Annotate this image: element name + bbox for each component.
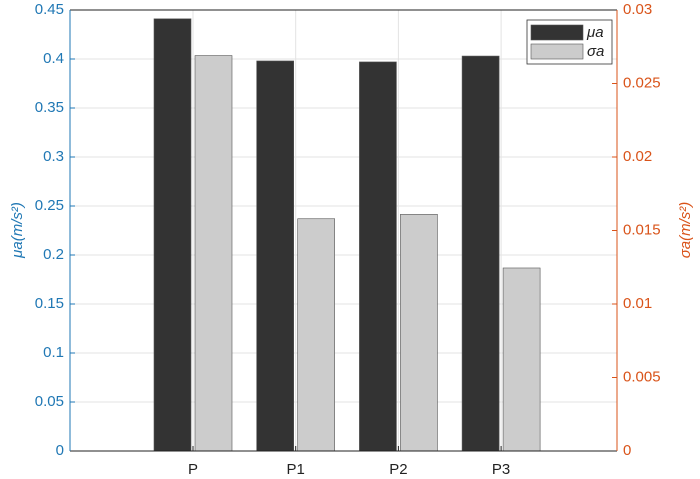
y-tick-label: 0.35 — [35, 99, 64, 116]
legend-label: μa — [586, 24, 604, 41]
bar — [502, 267, 541, 452]
x-tick-label: P2 — [389, 461, 407, 478]
y-tick-label: 0.15 — [35, 295, 64, 312]
y-tick-label: 0.2 — [43, 246, 64, 263]
y-tick-label: 0.25 — [35, 197, 64, 214]
y-tick-label: 0.4 — [43, 50, 64, 67]
bar — [400, 214, 438, 452]
y-tick-label: 0 — [56, 442, 64, 459]
y2-tick-label: 0.005 — [623, 368, 661, 385]
y-tick-label: 0.1 — [43, 344, 64, 361]
y2-axis-label: σa(m/s²) — [677, 202, 694, 259]
y-tick-label: 0.05 — [35, 393, 64, 410]
bar — [256, 60, 295, 452]
y2-tick-label: 0.01 — [623, 295, 652, 312]
legend-swatch — [530, 24, 584, 41]
bar — [297, 218, 336, 452]
bar — [153, 18, 192, 452]
y-axis-label: μa(m/s²) — [9, 202, 26, 259]
legend-label: σa — [587, 43, 604, 60]
x-tick-label: P3 — [492, 461, 510, 478]
y-tick-label: 0.3 — [43, 148, 64, 165]
bar — [461, 55, 500, 452]
x-tick-label: P — [188, 461, 198, 478]
y2-tick-label: 0.03 — [623, 1, 652, 18]
y2-tick-label: 0.015 — [623, 221, 661, 238]
bar — [194, 55, 233, 452]
y2-tick-label: 0.02 — [623, 148, 652, 165]
x-tick-label: P1 — [287, 461, 305, 478]
legend-swatch — [530, 43, 584, 60]
y2-tick-label: 0 — [623, 442, 631, 459]
y2-tick-label: 0.025 — [623, 74, 661, 91]
y-tick-label: 0.45 — [35, 1, 64, 18]
bar — [359, 61, 397, 452]
